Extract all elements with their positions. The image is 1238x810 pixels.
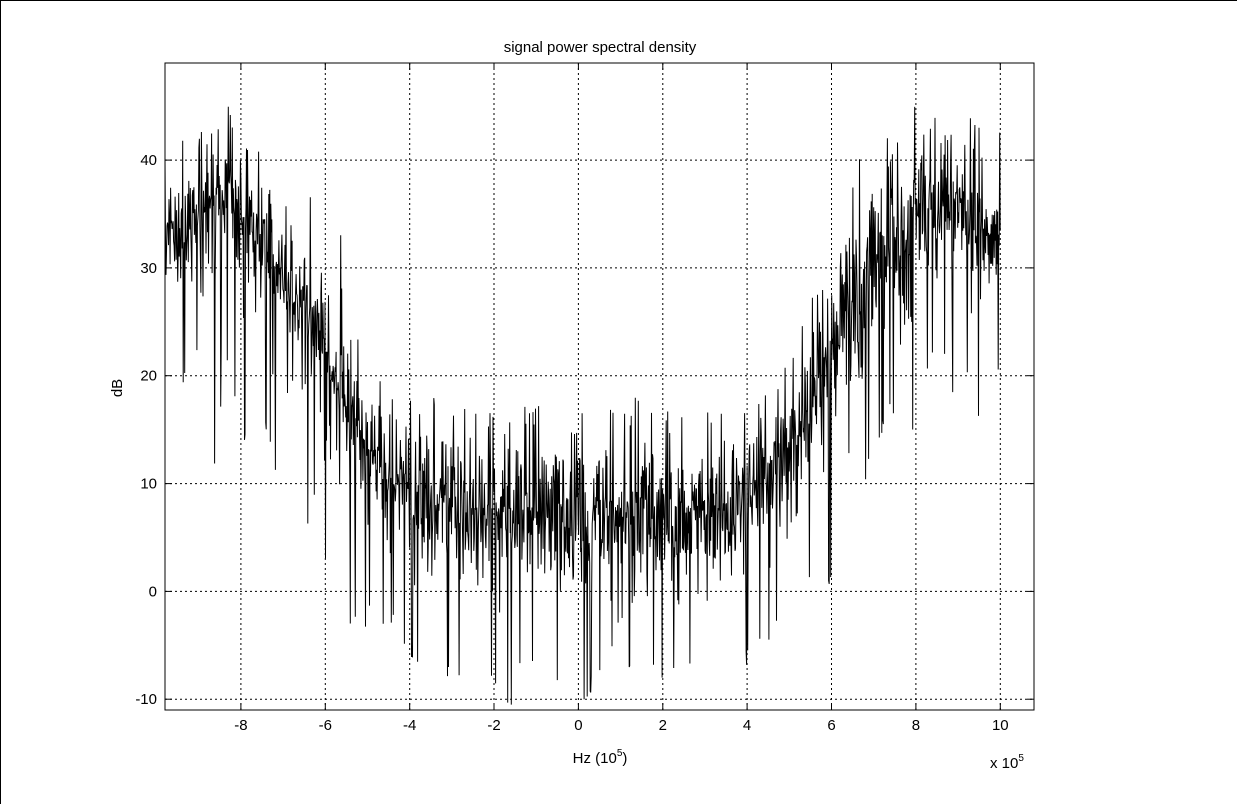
x-tick-label: -2 <box>487 717 500 734</box>
x-tick-label: 4 <box>743 717 751 734</box>
x-tick-label: 0 <box>574 717 582 734</box>
y-tick-label: 20 <box>140 368 157 385</box>
x-axis-label-base: Hz (10 <box>573 750 617 767</box>
chart-title: signal power spectral density <box>504 39 697 56</box>
y-axis-label: dB <box>109 379 126 397</box>
psd-series-line <box>165 107 1000 705</box>
x-axis-multiplier: x 105 <box>990 753 1024 772</box>
y-tick-label: 40 <box>140 152 157 169</box>
x-axis-label-exponent: 5 <box>617 748 623 759</box>
x-tick-label: -8 <box>234 717 247 734</box>
x-tick-label: 6 <box>827 717 835 734</box>
x-axis-ticks: -8 -6 -4 -2 0 2 4 6 8 10 <box>234 63 1009 734</box>
x-axis-multiplier-base: x 10 <box>990 755 1018 772</box>
y-tick-label: 0 <box>149 583 157 600</box>
x-tick-label: -4 <box>403 717 416 734</box>
x-axis-multiplier-exponent: 5 <box>1018 753 1024 764</box>
x-axis-label: Hz (105) <box>573 748 628 767</box>
x-tick-label: 8 <box>912 717 920 734</box>
y-tick-label: -10 <box>135 691 157 708</box>
x-tick-label: 2 <box>659 717 667 734</box>
y-axis-ticks: -10 0 10 20 30 40 <box>135 152 1034 708</box>
y-tick-label: 30 <box>140 260 157 277</box>
axes-box <box>164 62 1035 711</box>
x-axis-label-close: ) <box>622 750 627 767</box>
x-tick-label: -6 <box>319 717 332 734</box>
x-tick-label: 10 <box>992 717 1009 734</box>
y-tick-label: 10 <box>140 476 157 493</box>
plot-area <box>165 107 1000 705</box>
